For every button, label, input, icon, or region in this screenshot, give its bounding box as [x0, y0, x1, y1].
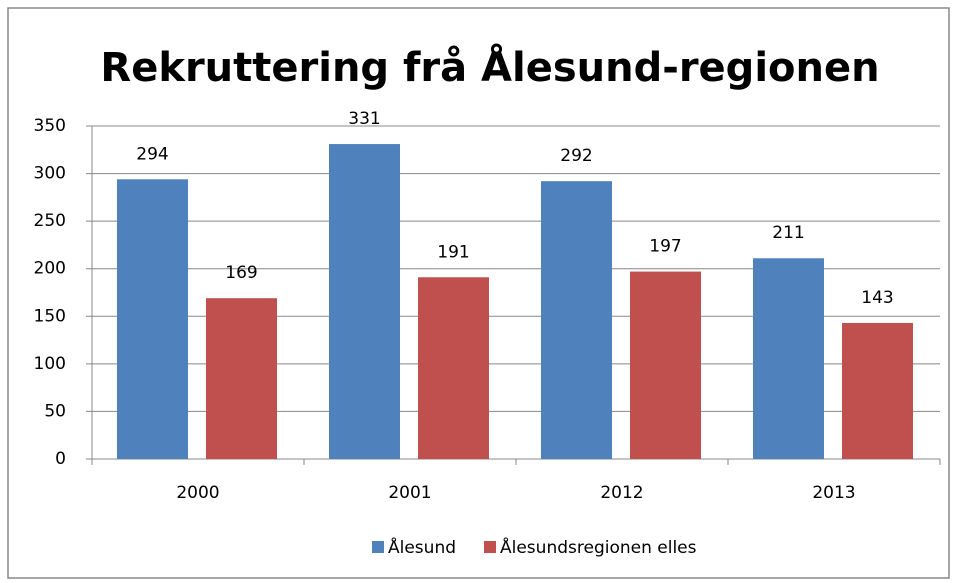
bar	[842, 322, 913, 459]
y-tick-label: 50	[44, 401, 66, 421]
legend-label: Ålesundsregionen elles	[500, 536, 697, 558]
bar	[206, 298, 277, 459]
data-label: 191	[437, 242, 469, 262]
x-tick-label: 2012	[600, 483, 643, 503]
bar	[753, 258, 824, 459]
chart-title: Rekruttering frå Ålesund-regionen	[100, 42, 879, 91]
y-tick-label: 100	[34, 354, 66, 374]
data-label: 294	[136, 144, 168, 164]
y-tick-label: 200	[34, 259, 66, 279]
bar	[418, 277, 489, 459]
x-tick-label: 2000	[176, 483, 219, 503]
legend-swatch	[372, 541, 384, 553]
x-tick-label: 2013	[812, 483, 855, 503]
bar	[630, 271, 701, 459]
data-label: 143	[861, 288, 893, 308]
x-tick-label: 2001	[388, 483, 431, 503]
y-tick-label: 0	[55, 449, 66, 469]
bar	[117, 179, 188, 459]
data-label: 169	[225, 263, 257, 283]
bar	[329, 144, 400, 459]
y-tick-label: 300	[34, 164, 66, 184]
y-tick-label: 250	[34, 211, 66, 231]
y-tick-label: 150	[34, 306, 66, 326]
data-label: 331	[348, 109, 380, 129]
bar	[541, 181, 612, 459]
data-label: 211	[772, 223, 804, 243]
legend-label: Ålesund	[388, 536, 456, 558]
data-label: 292	[560, 146, 592, 166]
y-tick-label: 350	[34, 116, 66, 136]
legend-swatch	[484, 541, 496, 553]
data-label: 197	[649, 237, 681, 257]
